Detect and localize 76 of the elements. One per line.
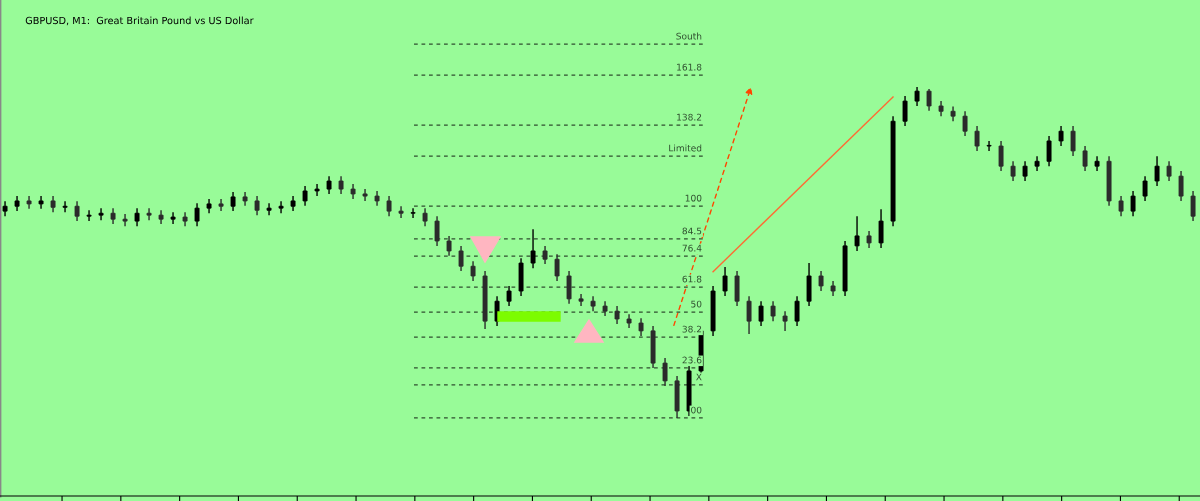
candlestick xyxy=(998,140,1004,172)
candlestick xyxy=(302,185,308,207)
candlestick xyxy=(422,207,428,227)
ref-line-label: 50 xyxy=(691,300,702,308)
candlestick xyxy=(362,188,368,202)
candlestick xyxy=(1082,145,1088,172)
candlestick xyxy=(1154,155,1160,187)
ref-line-label: 61.8 xyxy=(682,275,702,283)
ref-line-label: 161.8 xyxy=(677,63,702,71)
candlestick xyxy=(278,200,284,214)
candlestick xyxy=(1166,160,1172,182)
candlestick xyxy=(410,207,416,219)
candlestick xyxy=(1058,125,1064,147)
candlestick xyxy=(230,191,236,212)
candlestick xyxy=(446,235,452,257)
ref-line-label: 00 xyxy=(691,406,702,414)
candlestick xyxy=(1010,160,1016,182)
candlestick xyxy=(254,195,260,216)
candlestick xyxy=(986,140,992,152)
candlestick xyxy=(746,295,752,335)
candlestick xyxy=(722,266,728,297)
candlestick xyxy=(1022,160,1028,182)
ref-line-label: 76.4 xyxy=(682,244,702,252)
candlestick xyxy=(758,300,764,327)
candlestick xyxy=(1178,170,1184,202)
ref-line-label: South xyxy=(676,32,702,40)
candlestick xyxy=(122,213,128,227)
candlestick xyxy=(1190,190,1196,222)
candlestick xyxy=(662,357,668,387)
candlestick xyxy=(770,300,776,322)
candlestick xyxy=(530,228,536,269)
ref-line-label: 38.2 xyxy=(682,325,702,333)
candlestick xyxy=(62,200,68,213)
candlestick xyxy=(782,310,788,332)
candlestick xyxy=(554,253,560,282)
candlestick xyxy=(86,209,92,222)
candlestick xyxy=(974,125,980,152)
candlestick xyxy=(266,202,272,216)
candlestick xyxy=(542,245,548,265)
candlestick xyxy=(878,208,884,249)
candlestick xyxy=(1118,195,1124,217)
candlestick xyxy=(1142,175,1148,202)
ref-line-label: 23.6 xyxy=(682,356,702,364)
candlestick xyxy=(926,88,932,112)
candlestick xyxy=(170,211,176,225)
ref-line-label: X xyxy=(696,373,702,381)
ref-line-label: 100 xyxy=(685,194,702,202)
candlestick xyxy=(398,205,404,219)
candlestick xyxy=(914,86,920,107)
candlestick xyxy=(194,202,200,227)
candlestick xyxy=(74,200,80,222)
candlestick xyxy=(218,198,224,212)
candlestick xyxy=(794,295,800,327)
candlestick xyxy=(902,95,908,127)
candlestick xyxy=(818,270,824,292)
candlestick xyxy=(386,195,392,217)
text: GBPUSD, M1: Great Britain Pound vs US Dollar xyxy=(25,16,254,26)
candlestick xyxy=(962,110,968,137)
candlestick xyxy=(470,260,476,282)
candlestick xyxy=(578,293,584,307)
candlestick xyxy=(1070,125,1076,157)
ref-line-label: Limited xyxy=(669,144,702,152)
candlestick xyxy=(566,270,572,305)
candlestick xyxy=(434,215,440,247)
ref-line-label: 138.2 xyxy=(677,113,702,121)
ref-line-label: 84.5 xyxy=(682,227,702,235)
candlestick xyxy=(854,215,860,252)
candlestick xyxy=(1046,135,1052,167)
candlestick xyxy=(134,207,140,227)
candlestick xyxy=(98,207,104,221)
candlestick xyxy=(614,305,620,325)
candlestick xyxy=(314,183,320,197)
candlestick xyxy=(146,207,152,221)
candlestick xyxy=(1130,190,1136,217)
candlestick xyxy=(506,285,512,307)
candlestick xyxy=(458,245,464,272)
